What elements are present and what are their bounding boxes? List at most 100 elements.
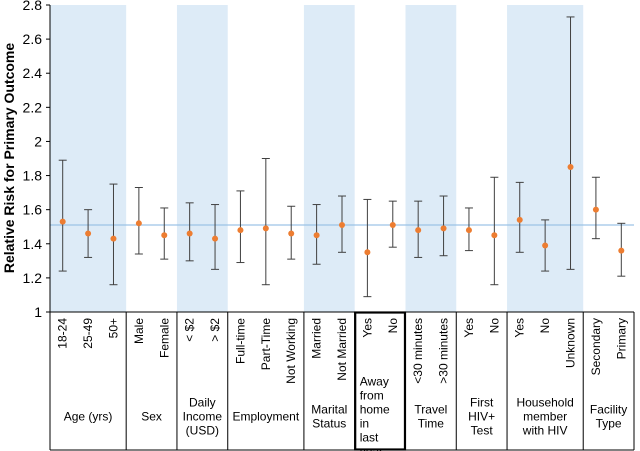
group-label-line: member bbox=[523, 410, 567, 424]
y-axis: 1 1.2 1.4 1.6 1.8 2 2.2 2.4 2.6 2.8 bbox=[23, 0, 51, 320]
category-label: 25-49 bbox=[81, 318, 95, 349]
risk-point bbox=[440, 225, 447, 232]
group-label-line: Sex bbox=[141, 410, 162, 424]
band-6 bbox=[405, 5, 457, 312]
y-tick-label: 2.8 bbox=[23, 0, 43, 13]
group-label-line: last bbox=[360, 431, 379, 445]
y-tick-label: 1.8 bbox=[23, 168, 43, 184]
risk-point bbox=[465, 227, 472, 234]
group-label-line: from bbox=[360, 389, 384, 403]
group-label-line: Travel bbox=[414, 403, 447, 417]
group-label: Marital Status bbox=[311, 403, 347, 431]
category-label: 50+ bbox=[106, 318, 120, 338]
risk-point bbox=[313, 232, 320, 239]
y-tick-label: 2.2 bbox=[23, 99, 43, 115]
group-label-line: in bbox=[360, 417, 369, 431]
risk-point bbox=[135, 220, 142, 227]
risk-point bbox=[262, 225, 269, 232]
group-label-line: Household bbox=[516, 396, 573, 410]
group-label: Employment bbox=[232, 410, 299, 424]
risk-point bbox=[288, 230, 295, 237]
group-label-line: year bbox=[360, 445, 383, 451]
y-tick-label: 1.2 bbox=[23, 270, 43, 286]
category-label: No bbox=[386, 318, 400, 334]
category-table: 18-24 25-49 50+ Male Female < $2 > $2 Full-time… bbox=[49, 311, 635, 451]
group-label-line: Employment bbox=[232, 410, 299, 424]
group-label: First HIV+ Test bbox=[468, 396, 495, 438]
category-label: Full-time bbox=[233, 318, 247, 364]
risk-point bbox=[110, 235, 117, 242]
category-label: Secondary bbox=[589, 318, 603, 375]
risk-point bbox=[618, 247, 625, 254]
risk-point bbox=[237, 227, 244, 234]
y-tick-label: 1.6 bbox=[23, 202, 43, 218]
risk-point bbox=[542, 242, 549, 249]
group-label-line: home bbox=[360, 403, 390, 417]
group-label-line: Type bbox=[596, 417, 622, 431]
group-label: Awayfromhomeinlastyear bbox=[360, 375, 390, 451]
band-0 bbox=[50, 5, 127, 312]
category-label: 18-24 bbox=[56, 318, 70, 349]
y-tick-label: 2 bbox=[34, 133, 42, 149]
y-axis-label: Relative Risk for Primary Outcome bbox=[1, 43, 17, 274]
risk-point bbox=[592, 206, 599, 213]
group-label-line: (USD) bbox=[186, 424, 219, 438]
category-label: Not Working bbox=[284, 318, 298, 384]
category-label: > $2 bbox=[208, 318, 222, 342]
group-label-line: Age (yrs) bbox=[64, 410, 113, 424]
group-label-line: HIV+ bbox=[468, 410, 495, 424]
group-label: Household member with HIV bbox=[516, 396, 573, 438]
risk-point bbox=[85, 230, 92, 237]
group-label-line: Status bbox=[312, 417, 346, 431]
group-label-line: with HIV bbox=[522, 424, 568, 438]
group-label-line: First bbox=[470, 396, 494, 410]
risk-point bbox=[59, 218, 66, 225]
category-label: Unknown bbox=[564, 318, 578, 368]
risk-point bbox=[161, 232, 168, 239]
risk-point bbox=[212, 235, 219, 242]
group-label-line: Time bbox=[418, 417, 445, 431]
category-label: Not Married bbox=[335, 318, 349, 381]
category-label: Part-Time bbox=[259, 318, 273, 371]
risk-point bbox=[567, 164, 574, 171]
group-label-line: Test bbox=[471, 424, 494, 438]
group-label: Age (yrs) bbox=[64, 410, 113, 424]
category-label: Primary bbox=[614, 318, 628, 359]
group-label-line: Marital bbox=[311, 403, 347, 417]
category-label: >30 minutes bbox=[437, 318, 451, 384]
risk-point bbox=[491, 232, 498, 239]
category-label: Yes bbox=[462, 318, 476, 338]
category-label: Yes bbox=[513, 318, 527, 338]
risk-point bbox=[389, 222, 396, 229]
group-label-line: Facility bbox=[590, 403, 627, 417]
group-label-line: Daily bbox=[189, 396, 216, 410]
y-tick-label: 1.4 bbox=[23, 236, 43, 252]
category-label: Female bbox=[157, 318, 171, 358]
category-label: Male bbox=[132, 318, 146, 344]
group-bands bbox=[50, 5, 584, 312]
group-label: Travel Time bbox=[414, 403, 447, 431]
band-2 bbox=[176, 5, 228, 312]
category-label: < $2 bbox=[183, 318, 197, 342]
category-label: <30 minutes bbox=[411, 318, 425, 384]
group-label-line: Income bbox=[183, 410, 223, 424]
risk-point bbox=[186, 230, 193, 237]
group-label: Sex bbox=[141, 410, 162, 424]
y-tick-label: 2.6 bbox=[23, 31, 43, 47]
risk-points bbox=[59, 164, 625, 256]
y-tick-label: 1 bbox=[34, 304, 42, 320]
risk-point bbox=[364, 249, 371, 256]
category-label: No bbox=[487, 318, 501, 334]
risk-point bbox=[516, 216, 523, 223]
group-label: Facility Type bbox=[590, 403, 627, 431]
y-tick-label: 2.4 bbox=[23, 65, 43, 81]
highlight-box bbox=[354, 311, 407, 451]
group-label: Daily Income (USD) bbox=[183, 396, 223, 438]
band-4 bbox=[303, 5, 355, 312]
category-label: No bbox=[538, 318, 552, 334]
category-label: Yes bbox=[360, 318, 374, 338]
risk-point bbox=[339, 222, 345, 229]
category-label: Married bbox=[310, 318, 324, 359]
risk-point bbox=[415, 227, 422, 234]
